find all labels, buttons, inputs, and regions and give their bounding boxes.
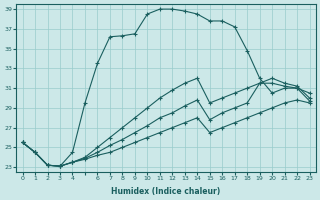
X-axis label: Humidex (Indice chaleur): Humidex (Indice chaleur) [111, 187, 221, 196]
